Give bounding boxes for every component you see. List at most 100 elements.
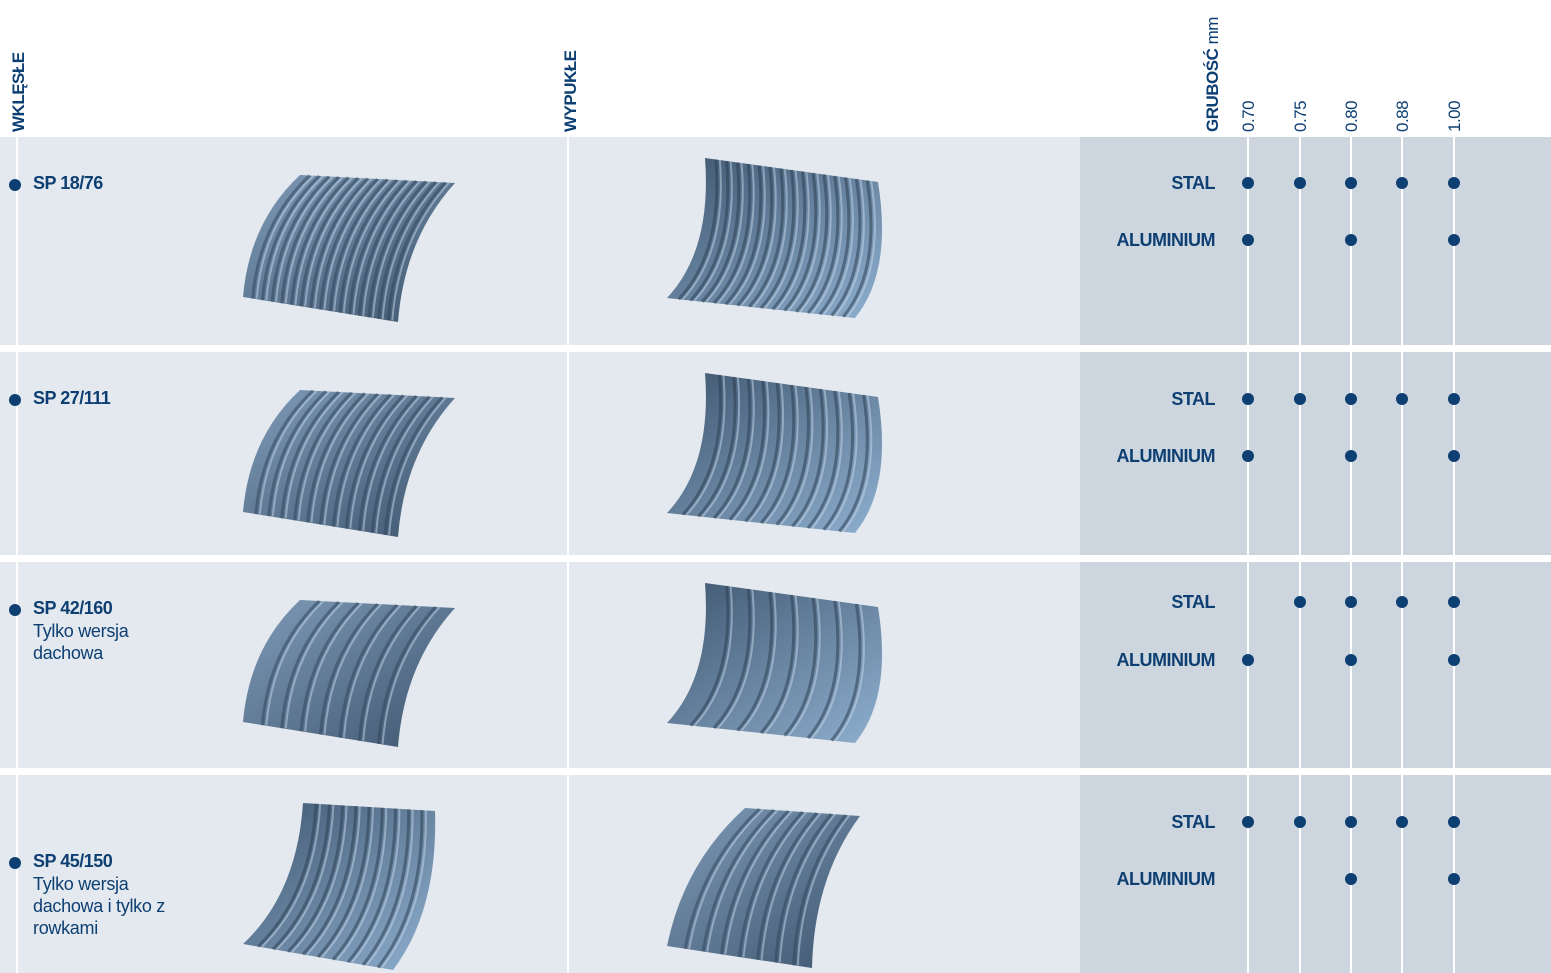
availability-dot <box>1345 654 1357 666</box>
sheet-part <box>706 809 779 952</box>
availability-dot <box>1345 450 1357 462</box>
sheet-part <box>306 392 366 523</box>
sheet-part <box>331 393 392 527</box>
material-name: ALUMINIUM <box>1116 869 1216 889</box>
divider <box>567 775 569 973</box>
sheet-part <box>338 178 398 313</box>
sheet-part <box>796 814 851 966</box>
sheet-part <box>294 176 354 305</box>
sheet-part <box>724 165 763 306</box>
sheet-part <box>304 602 363 732</box>
sheet-part <box>811 175 843 314</box>
sheet-part <box>388 396 447 535</box>
sheet-part <box>778 813 837 963</box>
sheet-part <box>688 808 765 949</box>
column-line <box>1299 775 1301 973</box>
column-line <box>1401 352 1403 555</box>
sheet-part <box>677 159 719 301</box>
sheet-part <box>304 177 363 307</box>
material-name: STAL <box>1171 812 1215 832</box>
sheet-part <box>779 386 814 526</box>
profile-note: Tylko wersja dachowa <box>33 621 129 663</box>
sheet-part <box>357 394 418 531</box>
profile-note: Tylko wersja dachowa i tylko z rowkami <box>33 874 165 938</box>
sheet-part <box>381 810 427 969</box>
sheet-part <box>822 177 854 315</box>
sheet-part <box>352 179 412 315</box>
sheet-part <box>752 168 788 308</box>
sheet-part <box>732 380 770 521</box>
availability-dot <box>1448 816 1460 828</box>
availability-dot <box>1345 234 1357 246</box>
profile-name: SP 45/150 <box>33 851 113 871</box>
sheet-part <box>705 162 744 303</box>
sheet-part <box>748 168 785 308</box>
sheet-part <box>697 376 737 518</box>
options-panel <box>1080 137 1551 345</box>
sheet-part <box>742 811 808 958</box>
sheet-part <box>371 180 431 318</box>
sheet-part <box>293 391 353 521</box>
divider <box>567 137 569 345</box>
sheet-part <box>255 174 315 299</box>
profile-name: SP 42/160 <box>33 598 113 618</box>
sheet-part <box>361 809 411 966</box>
availability-dot <box>1396 177 1408 189</box>
sheet-part <box>764 169 799 309</box>
sheet-part <box>724 810 793 955</box>
sheet-part <box>791 388 825 528</box>
sheet-part <box>260 174 321 301</box>
sheet-part <box>297 391 357 521</box>
sheet-part <box>280 600 340 729</box>
availability-dot <box>1448 596 1460 608</box>
sheet-part <box>719 809 790 955</box>
sheet-part <box>689 585 730 727</box>
divider <box>16 775 18 973</box>
sheet-part <box>280 175 340 304</box>
sheet-part <box>681 374 723 516</box>
availability-dot <box>1345 873 1357 885</box>
sheet-part <box>811 390 843 529</box>
sheet-part <box>818 177 851 316</box>
sheet-part <box>760 812 822 960</box>
sheet-part <box>787 597 821 737</box>
availability-dot <box>1345 393 1357 405</box>
bullet <box>9 857 21 869</box>
sheet-part <box>331 807 384 961</box>
material-name: ALUMINIUM <box>1116 230 1216 250</box>
column-line <box>1299 562 1301 768</box>
sheet-part <box>346 808 397 964</box>
sheet-part <box>736 591 774 732</box>
sheet-part <box>744 382 781 523</box>
sheet-part <box>319 392 379 525</box>
sheet-part <box>260 599 321 726</box>
sheet-part <box>284 391 344 519</box>
sheet-part <box>775 386 810 526</box>
sheet-part <box>838 394 869 533</box>
sheet-part <box>381 181 441 319</box>
sheet-part <box>701 162 741 303</box>
sheet-part <box>286 805 345 953</box>
sheet-part <box>842 180 873 318</box>
divider <box>16 352 18 555</box>
sheet-part <box>243 803 436 970</box>
sheet-part <box>693 160 733 302</box>
availability-dot <box>1294 816 1306 828</box>
sheet-part <box>792 814 847 966</box>
sheet-part <box>289 176 350 305</box>
column-line <box>1299 137 1301 345</box>
sheet-part <box>362 605 421 741</box>
options-panel <box>1080 775 1551 973</box>
sheet-part <box>756 812 819 960</box>
sheet-part <box>271 804 331 951</box>
sheet-part <box>316 806 371 959</box>
options-panel <box>1080 562 1551 768</box>
sheet-part <box>748 382 784 522</box>
sheet-part <box>830 178 862 317</box>
sheet-part <box>342 179 402 313</box>
sheet-part <box>683 807 761 950</box>
sheet-part <box>774 813 833 963</box>
availability-dot <box>1448 393 1460 405</box>
sheet-part <box>321 806 374 958</box>
sheet-part <box>381 606 441 744</box>
